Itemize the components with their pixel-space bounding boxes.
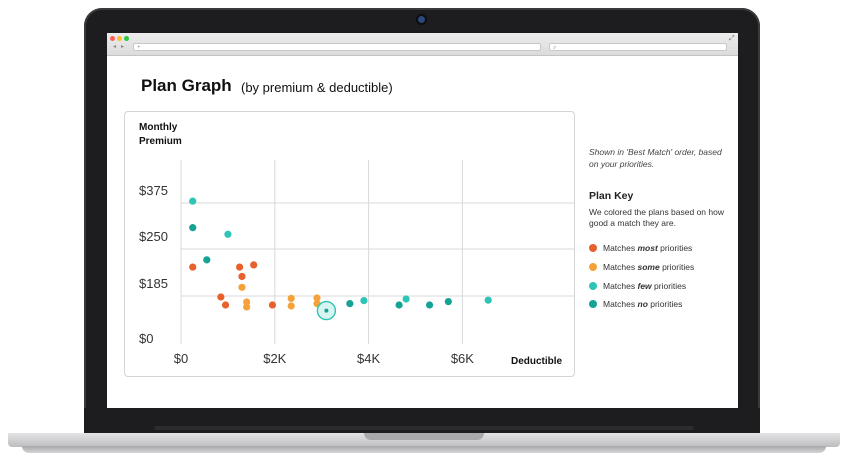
plan-point-no [189, 224, 197, 232]
plan-point-most [238, 272, 246, 281]
address-bar[interactable]: + [133, 43, 541, 51]
plan-point-some [238, 283, 246, 291]
plan-point-no [203, 256, 211, 264]
y-tick-label: $185 [139, 276, 168, 291]
minimize-window-button[interactable] [117, 36, 122, 41]
key-item-some: Matches some priorities [589, 262, 694, 272]
laptop-notch [364, 433, 484, 440]
plan-key-title: Plan Key [589, 190, 634, 202]
laptop-chin [84, 408, 760, 434]
search-field[interactable]: ⌕ [549, 43, 727, 51]
plan-point-few [484, 296, 492, 304]
x-tick-labels: $0 $2K $4K $6K [174, 351, 475, 366]
plan-point-no [346, 300, 354, 308]
plan-key-description: We colored the plans based on how good a… [589, 207, 724, 228]
plan-point-most [268, 301, 277, 309]
y-tick-labels: $375 $250 $185 $0 [139, 183, 168, 346]
gridlines [180, 160, 574, 344]
plan-point-some [287, 294, 295, 302]
plan-point-most [221, 301, 230, 309]
close-window-button[interactable] [110, 36, 115, 41]
y-tick-label: $250 [139, 229, 168, 244]
plan-point-no [395, 301, 403, 309]
maximize-window-button[interactable] [124, 36, 129, 41]
plan-point-most [189, 263, 197, 271]
x-tick-label: $6K [451, 351, 474, 366]
plan-point-no [444, 298, 452, 306]
search-icon: ⌕ [553, 45, 557, 51]
plan-point-few [189, 197, 197, 205]
plan-graph-card: Monthly Premium $375 $250 $185 $0 $0 $2K $4K $… [124, 111, 575, 377]
x-tick-label: $0 [174, 351, 188, 366]
selected-point [324, 308, 329, 313]
back-icon[interactable]: ◂ [113, 44, 117, 50]
x-axis-label: Deductible [511, 356, 563, 367]
key-swatch-most [589, 243, 597, 252]
plan-point-some [287, 302, 295, 310]
plan-point-few [360, 297, 368, 305]
plan-point-some [313, 294, 321, 302]
key-item-no: Matches no priorities [589, 299, 682, 309]
laptop-base [8, 433, 840, 447]
plan-point-few [402, 295, 410, 303]
plan-point-most [236, 263, 244, 271]
x-tick-label: $2K [263, 351, 286, 366]
plan-point-some [243, 303, 251, 311]
browser-toolbar: ◂ ▸ + ⌕ ⤢ [107, 33, 738, 56]
fullscreen-icon[interactable]: ⤢ [729, 35, 735, 42]
plan-point-most [217, 293, 225, 301]
plan-point-some [243, 298, 251, 306]
y-tick-label: $0 [139, 331, 153, 346]
key-item-few: Matches few priorities [589, 281, 686, 291]
y-axis-label-line1: Monthly [139, 122, 178, 133]
scatter-plot: $375 $250 $185 $0 $0 $2K $4K $6K Deductible [139, 160, 574, 367]
data-points [189, 197, 492, 321]
plan-point-most [250, 261, 258, 269]
key-swatch-no [589, 299, 597, 308]
sort-note: Shown in 'Best Match' order, based on yo… [589, 147, 722, 169]
y-axis-label-line2: Premium [139, 136, 182, 147]
laptop-hinge [154, 426, 694, 430]
camera-icon [418, 16, 425, 23]
plan-point-no [425, 301, 434, 309]
key-swatch-some [589, 262, 597, 271]
plan-point-few [224, 230, 232, 238]
page-subtitle: (by premium & deductible) [241, 80, 393, 95]
key-item-most: Matches most priorities [589, 243, 692, 253]
y-tick-label: $375 [139, 183, 168, 198]
page-title: Plan Graph [141, 76, 232, 95]
forward-icon[interactable]: ▸ [121, 44, 125, 50]
x-tick-label: $4K [357, 351, 380, 366]
screen: ◂ ▸ + ⌕ ⤢ Plan Graph (by premium & deduc… [107, 33, 738, 408]
key-swatch-few [589, 281, 597, 290]
laptop-base-bottom [22, 446, 826, 453]
y-axis-label: Monthly Premium [139, 121, 209, 149]
